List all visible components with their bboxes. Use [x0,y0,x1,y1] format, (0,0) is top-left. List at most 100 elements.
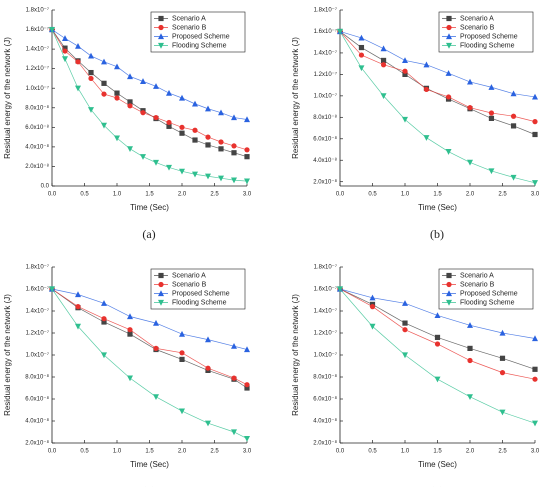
marker [369,323,376,330]
legend-label: Scenario A [172,272,206,279]
y-tick-label: 1.2x10⁻⁷ [314,71,337,78]
marker [402,71,408,77]
legend-label: Flooding Scheme [460,299,515,306]
marker [434,341,441,347]
marker [153,159,159,166]
legend-marker [158,281,164,288]
marker [467,78,473,85]
x-tick-label: 0.5 [80,449,89,455]
marker [231,343,237,349]
marker [179,168,185,175]
marker [192,127,198,133]
marker [434,312,441,318]
marker [88,69,94,76]
marker [488,168,495,175]
marker [532,366,538,372]
marker [153,83,159,89]
marker [88,107,94,113]
y-tick-label: 1.6x10⁻⁷ [314,28,337,35]
marker [499,370,506,376]
y-tick-label: 6.0x10⁻⁸ [25,396,49,403]
legend-marker [158,290,164,297]
marker [244,147,250,153]
marker [101,352,107,359]
legend-label: Proposed Scheme [460,33,518,40]
marker [532,180,538,186]
marker [445,94,452,100]
marker [114,135,120,142]
marker [62,48,68,54]
legend-label: Scenario B [460,24,495,31]
marker [244,436,250,442]
marker [337,286,343,293]
y-tick-label: 1.4x10⁻⁷ [26,308,49,315]
marker [205,365,211,371]
y-tick-label: 6.0x10⁻⁸ [25,124,49,131]
marker [358,34,365,41]
series-line [339,31,536,98]
marker [402,320,408,326]
marker [101,319,107,325]
legend-marker [158,24,164,31]
x-tick-label: 2.0 [178,449,187,455]
marker [218,175,224,182]
legend-label: Proposed Scheme [172,33,230,40]
y-axis-label: Residual energy of the network (J) [291,294,300,416]
marker [114,63,120,70]
series-line [51,29,248,158]
legend-label: Scenario B [172,281,207,288]
x-tick-label: 1.0 [113,192,122,198]
x-tick-label: 3.0 [531,449,540,455]
marker [532,93,538,100]
marker [62,35,68,41]
legend-label: Scenario B [172,24,207,31]
y-tick-label: 6.0x10⁻⁸ [313,135,337,142]
marker [166,119,172,126]
legend-label: Scenario A [172,15,206,22]
marker [179,350,185,356]
marker [423,61,430,68]
marker [467,105,473,111]
marker [192,100,198,107]
marker [499,355,506,361]
caption: (c) [142,484,155,487]
legend-marker [158,272,164,279]
marker [532,335,538,342]
y-tick-label: 8.0x10⁻⁸ [313,114,337,121]
marker [179,94,185,101]
marker [467,357,473,364]
marker [192,137,198,143]
marker [434,334,441,340]
marker [467,394,473,400]
marker [402,300,408,306]
marker [499,409,506,416]
x-tick-label: 1.5 [433,449,442,455]
marker [380,45,387,52]
marker [205,173,211,180]
marker [380,57,387,64]
y-tick-label: 4.0x10⁻⁸ [313,157,337,164]
legend-marker [158,15,164,22]
series-line [339,31,536,184]
marker [358,52,365,58]
marker [510,174,517,181]
x-tick-label: 3.0 [243,449,252,455]
marker [244,385,250,391]
marker [49,26,55,33]
marker [179,356,185,362]
x-axis-label: Time (Sec) [130,203,169,212]
y-axis-label: Residual energy of the network (J) [3,37,12,159]
marker [127,331,133,337]
marker [467,159,473,166]
marker [244,116,250,123]
marker [153,394,159,400]
marker [205,134,211,140]
marker [101,316,107,322]
x-axis-label: Time (Sec) [418,203,457,212]
y-axis-label: Residual energy of the network (J) [291,37,300,159]
marker [445,149,452,155]
series-line [339,31,536,135]
marker [244,346,250,353]
y-tick-label: 2.0x10⁻⁸ [25,163,49,170]
